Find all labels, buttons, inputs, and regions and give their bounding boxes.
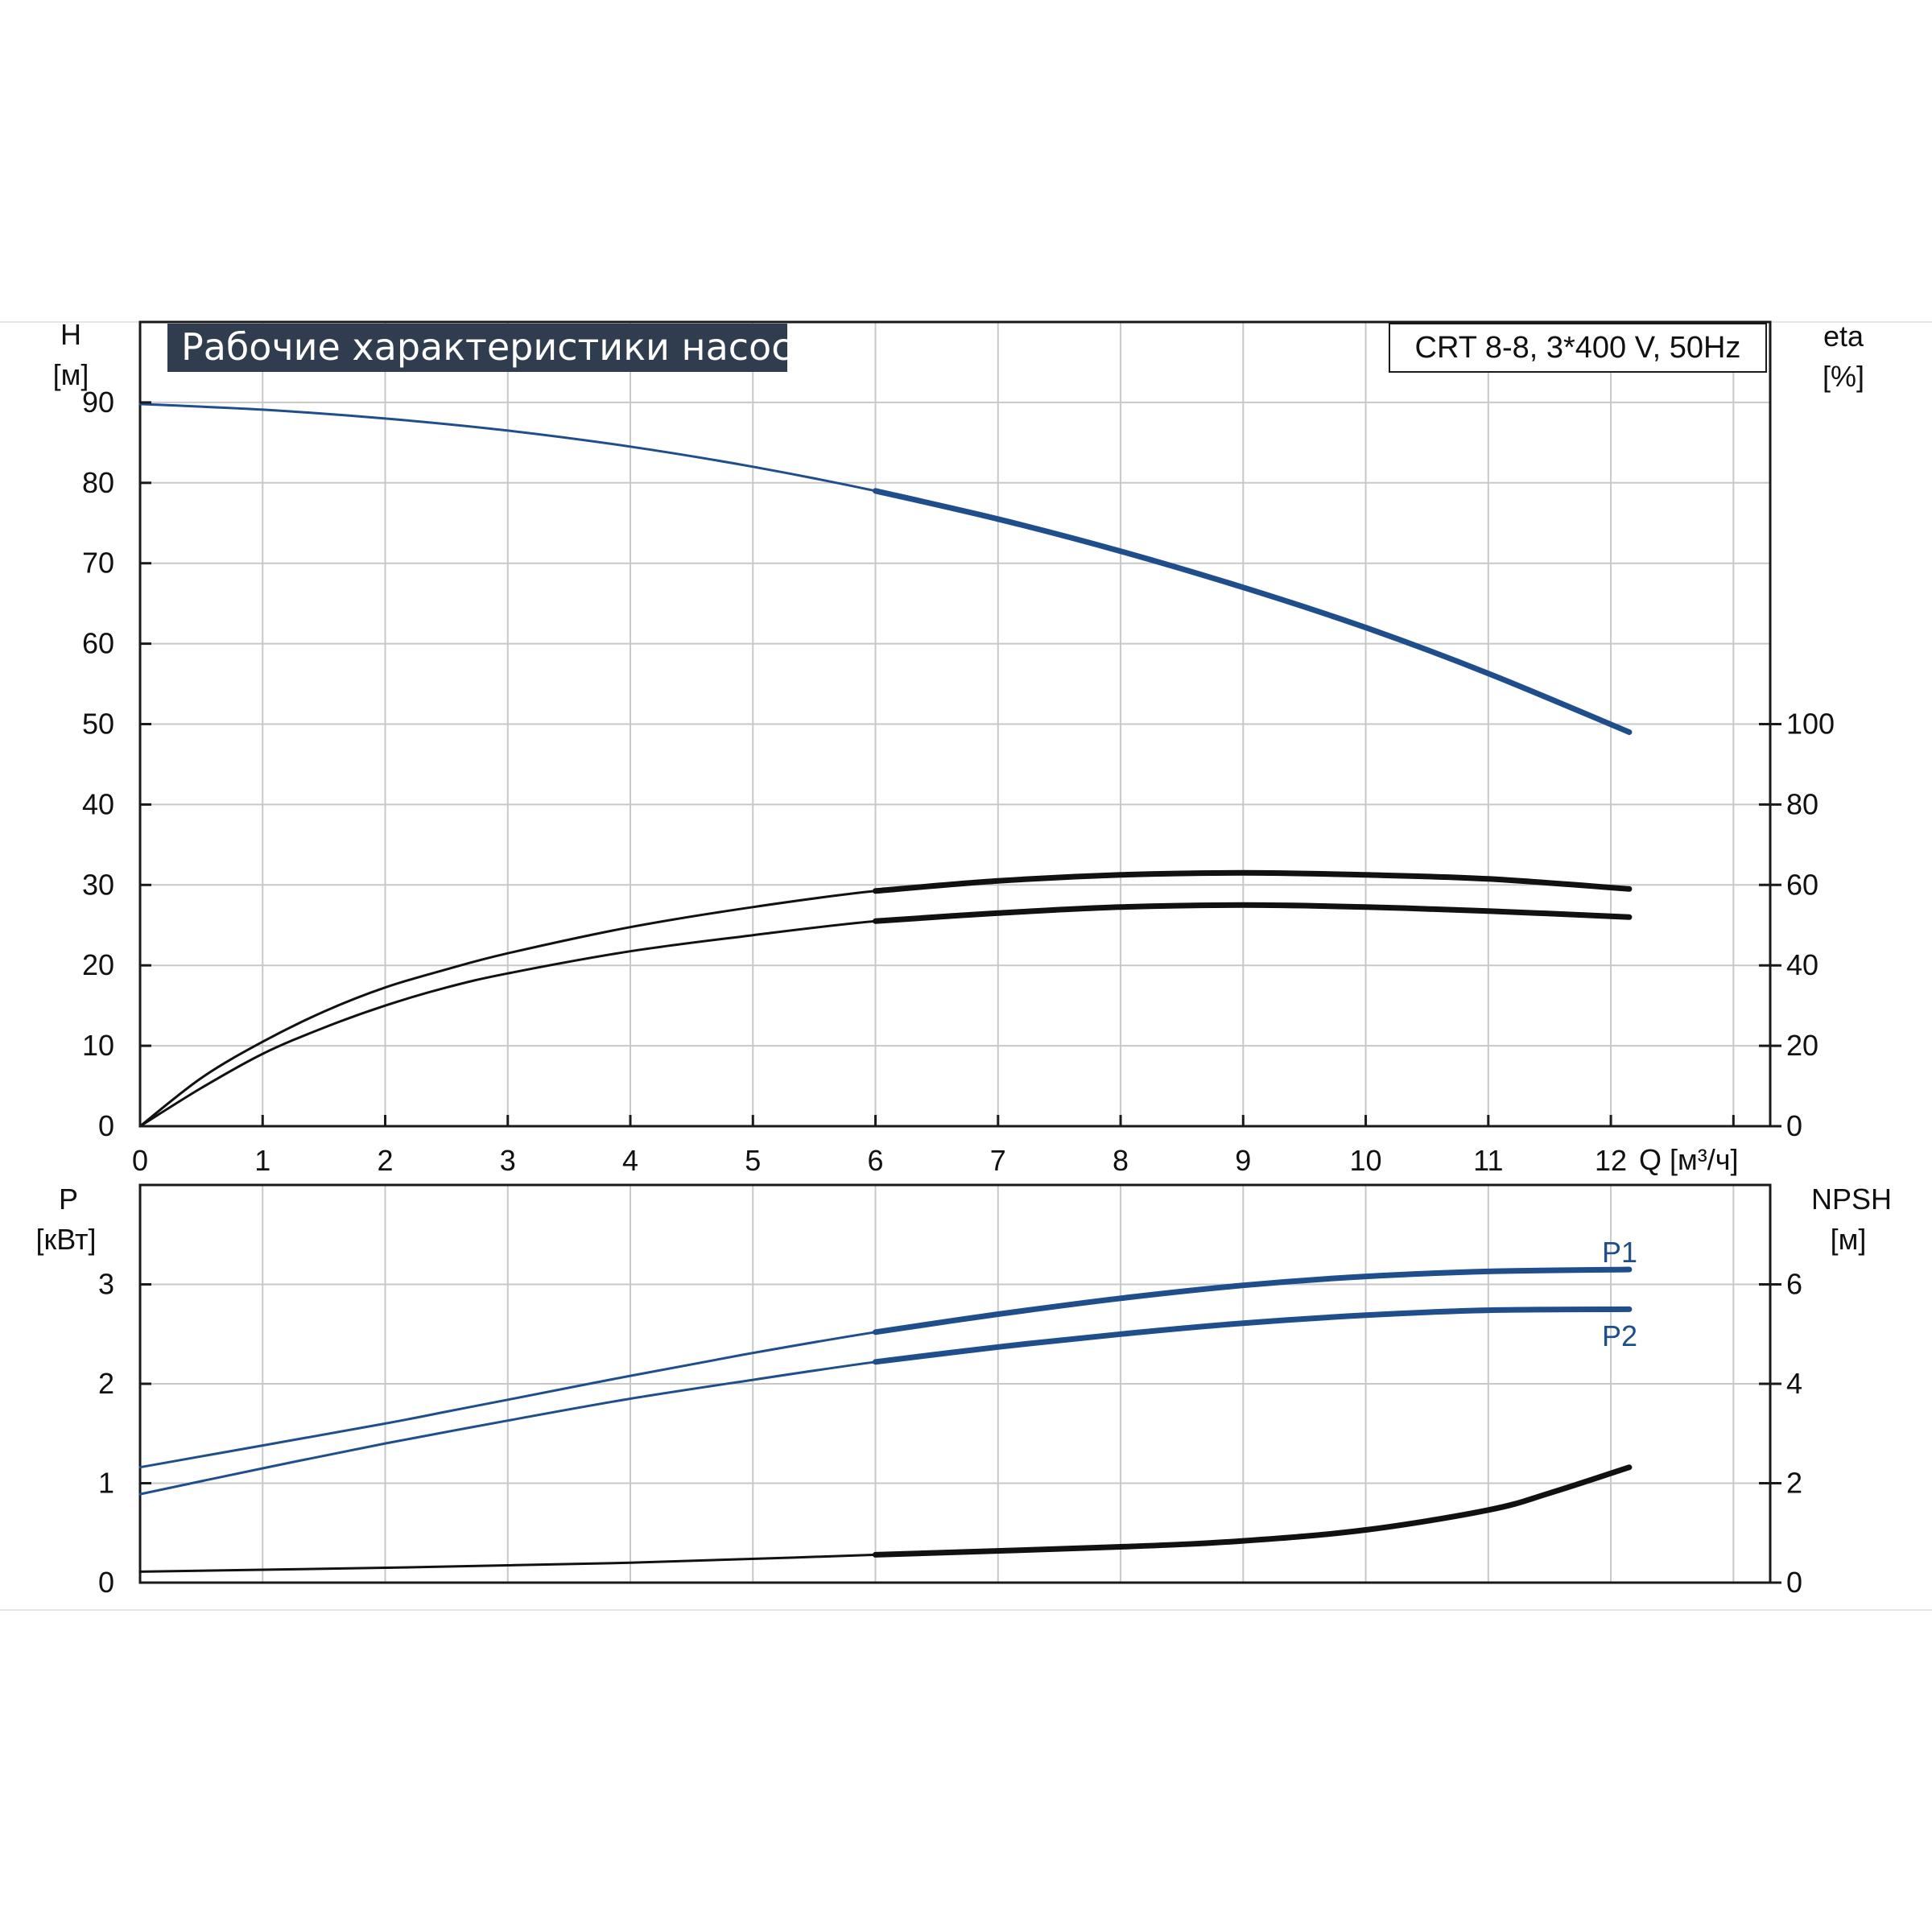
- eta-tick-label: 20: [1786, 1029, 1818, 1062]
- head-axis-unit: [м]: [53, 358, 89, 391]
- power-tick-label: 1: [98, 1467, 114, 1500]
- p2-series-label: P2: [1602, 1319, 1637, 1352]
- efficiency-curve-upper-operating-range: [873, 869, 1633, 894]
- p1-power-curve-operating-range: [873, 1266, 1633, 1335]
- head-tick-label: 0: [98, 1109, 114, 1142]
- p2-power-curve: [138, 1307, 1631, 1496]
- efficiency-curve-lower-operating-range: [873, 902, 1633, 924]
- efficiency-curve-lower: [138, 903, 1631, 1128]
- eta-tick-label: 40: [1786, 948, 1818, 981]
- npsh-axis-name: NPSH: [1811, 1183, 1892, 1216]
- p1-series-label: P1: [1602, 1236, 1637, 1269]
- x-tick-label: 5: [745, 1144, 761, 1177]
- x-tick-label: 4: [622, 1144, 638, 1177]
- head-tick-label: 10: [82, 1029, 114, 1062]
- x-tick-label: 10: [1350, 1144, 1382, 1177]
- head-tick-label: 30: [82, 868, 114, 901]
- eta-tick-label: 100: [1786, 708, 1835, 741]
- model-box: [1389, 323, 1767, 373]
- lower-grid: [139, 1184, 1770, 1583]
- head-tick-label: 90: [82, 386, 114, 419]
- tick-labels: 0 1 2 3 4 5 6 7 8 9 10 11 12010203040506070809002040…: [82, 386, 1835, 1599]
- power-tick-label: 2: [98, 1367, 114, 1400]
- power-tick-label: 0: [98, 1566, 114, 1599]
- head-tick-label: 60: [82, 627, 114, 660]
- head-tick-label: 50: [82, 708, 114, 741]
- power-tick-label: 3: [98, 1268, 114, 1301]
- p1-power-curve: [138, 1268, 1631, 1469]
- head-tick-label: 80: [82, 466, 114, 499]
- x-tick-label: 8: [1113, 1144, 1129, 1177]
- x-tick-label: 7: [990, 1144, 1006, 1177]
- lower-curves: [138, 1266, 1633, 1573]
- npsh-curve-operating-range: [873, 1464, 1633, 1558]
- head-tick-label: 70: [82, 547, 114, 580]
- x-tick-label: 0: [132, 1144, 148, 1177]
- flow-axis-label: Q [м³/ч]: [1639, 1143, 1739, 1176]
- eta-axis-unit: [%]: [1823, 360, 1864, 393]
- x-tick-label: 12: [1595, 1144, 1627, 1177]
- power-axis-unit: [кВт]: [35, 1223, 96, 1256]
- head-tick-label: 20: [82, 948, 114, 981]
- x-tick-label: 3: [500, 1144, 516, 1177]
- chart-title-bg: [167, 324, 787, 372]
- eta-tick-label: 80: [1786, 787, 1818, 820]
- npsh-tick-label: 2: [1786, 1467, 1802, 1500]
- eta-tick-label: 0: [1786, 1109, 1802, 1142]
- chart-title: Рабочие характеристики насоса: [181, 325, 815, 369]
- power-axis-name: P: [59, 1183, 78, 1216]
- x-tick-label: 6: [868, 1144, 884, 1177]
- x-tick-label: 9: [1235, 1144, 1251, 1177]
- head-curve: [138, 402, 1631, 733]
- head-tick-label: 40: [82, 787, 114, 820]
- head-axis-name: H: [60, 318, 81, 351]
- eta-axis-name: eta: [1823, 320, 1864, 353]
- npsh-tick-label: 0: [1786, 1566, 1802, 1599]
- p2-power-curve-operating-range: [873, 1306, 1633, 1365]
- upper-curves: [138, 402, 1633, 1128]
- npsh-tick-label: 4: [1786, 1367, 1802, 1400]
- eta-tick-label: 60: [1786, 868, 1818, 901]
- x-tick-label: 2: [377, 1144, 393, 1177]
- model-label: CRT 8-8, 3*400 V, 50Hz: [1415, 331, 1741, 365]
- head-curve-operating-range: [873, 488, 1633, 735]
- npsh-tick-label: 6: [1786, 1268, 1802, 1301]
- x-tick-label: 11: [1473, 1144, 1503, 1177]
- upper-grid: [139, 321, 1770, 1126]
- x-tick-label: 1: [254, 1144, 270, 1177]
- npsh-axis-unit: [м]: [1831, 1223, 1867, 1256]
